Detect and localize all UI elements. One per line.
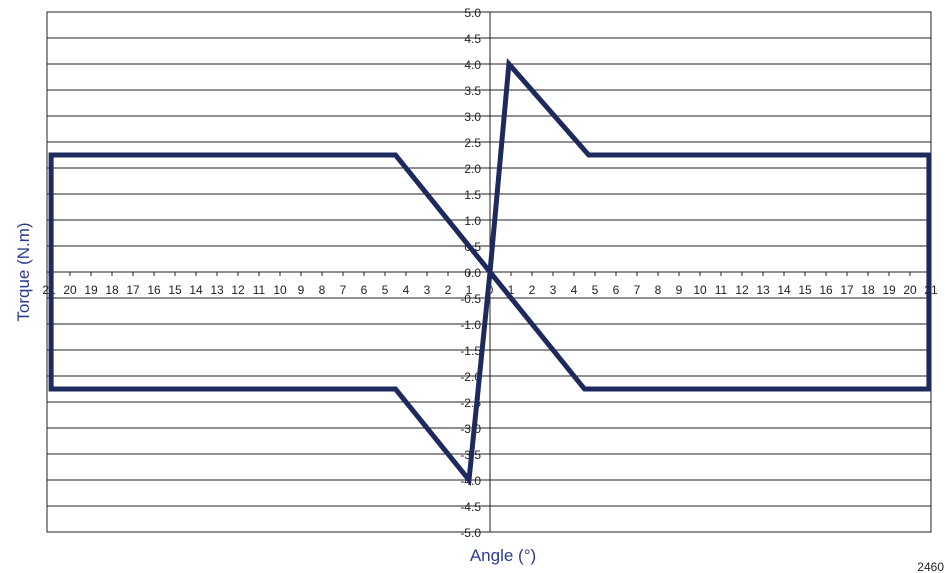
figure-id: 2460 [917, 560, 944, 573]
y-axis-title: Torque (N.m) [14, 222, 33, 321]
y-tick-label: 5.0 [464, 6, 481, 20]
x-tick-label: 18 [105, 283, 119, 297]
x-tick-label: 19 [882, 283, 896, 297]
x-tick-label: 17 [840, 283, 854, 297]
y-tick-label: -5.0 [460, 526, 481, 540]
x-tick-label: 10 [273, 283, 287, 297]
y-tick-label: -3.0 [460, 422, 481, 436]
y-tick-label: -0.5 [460, 292, 481, 306]
y-tick-label: -2.0 [460, 370, 481, 384]
y-tick-label: -1.0 [460, 318, 481, 332]
y-tick-label: 3.0 [464, 110, 481, 124]
x-tick-label: 1 [508, 283, 515, 297]
y-tick-labels: 5.04.54.03.53.02.52.01.51.00.50.0-0.5-1.… [460, 6, 490, 540]
x-tick-label: 3 [424, 283, 431, 297]
y-tick-label: 1.0 [464, 214, 481, 228]
x-tick-label: 6 [361, 283, 368, 297]
y-tick-label: 1.5 [464, 188, 481, 202]
x-tick-label: 10 [693, 283, 707, 297]
x-tick-label: 5 [382, 283, 389, 297]
x-tick-label: 16 [147, 283, 161, 297]
y-tick-label: 3.5 [464, 84, 481, 98]
x-tick-label: 11 [253, 283, 266, 297]
x-tick-label: 20 [903, 283, 917, 297]
x-tick-label: 7 [340, 283, 347, 297]
x-tick-label: 5 [592, 283, 599, 297]
x-tick-label: 6 [613, 283, 620, 297]
x-tick-label: 13 [756, 283, 770, 297]
y-tick-label: 4.0 [464, 58, 481, 72]
x-tick-label: 20 [63, 283, 77, 297]
y-tick-label: 2.0 [464, 162, 481, 176]
x-tick-label: 14 [777, 283, 791, 297]
x-axis-title: Angle (°) [470, 546, 536, 565]
x-tick-label: 3 [550, 283, 557, 297]
x-tick-label: 15 [798, 283, 812, 297]
x-tick-label: 12 [735, 283, 749, 297]
torque-curve-0 [48, 57, 932, 487]
x-tick-label: 12 [231, 283, 245, 297]
x-tick-label: 18 [861, 283, 875, 297]
y-tick-label: 2.5 [464, 136, 481, 150]
x-tick-label: 4 [403, 283, 410, 297]
x-tick-label: 16 [819, 283, 833, 297]
x-tick-label: 1 [466, 283, 473, 297]
x-tick-label: 17 [126, 283, 140, 297]
x-tick-label: 2 [445, 283, 452, 297]
x-tick-label: 19 [84, 283, 98, 297]
y-tick-label: -4.5 [460, 500, 481, 514]
x-tick-label: 13 [210, 283, 224, 297]
x-tick-label: 14 [189, 283, 203, 297]
x-tick-label: 15 [168, 283, 182, 297]
x-tick-label: 8 [319, 283, 326, 297]
y-tick-label: -1.5 [460, 344, 481, 358]
x-tick-label: 7 [634, 283, 641, 297]
x-tick-label: 8 [655, 283, 662, 297]
x-tick-label: 11 [715, 283, 728, 297]
x-tick-label: 9 [676, 283, 683, 297]
y-tick-label: 4.5 [464, 32, 481, 46]
x-tick-label: 2 [529, 283, 536, 297]
y-tick-label: 0.0 [464, 266, 481, 280]
x-tick-label: 9 [298, 283, 305, 297]
series-lines [48, 57, 932, 487]
x-tick-label: 4 [571, 283, 578, 297]
